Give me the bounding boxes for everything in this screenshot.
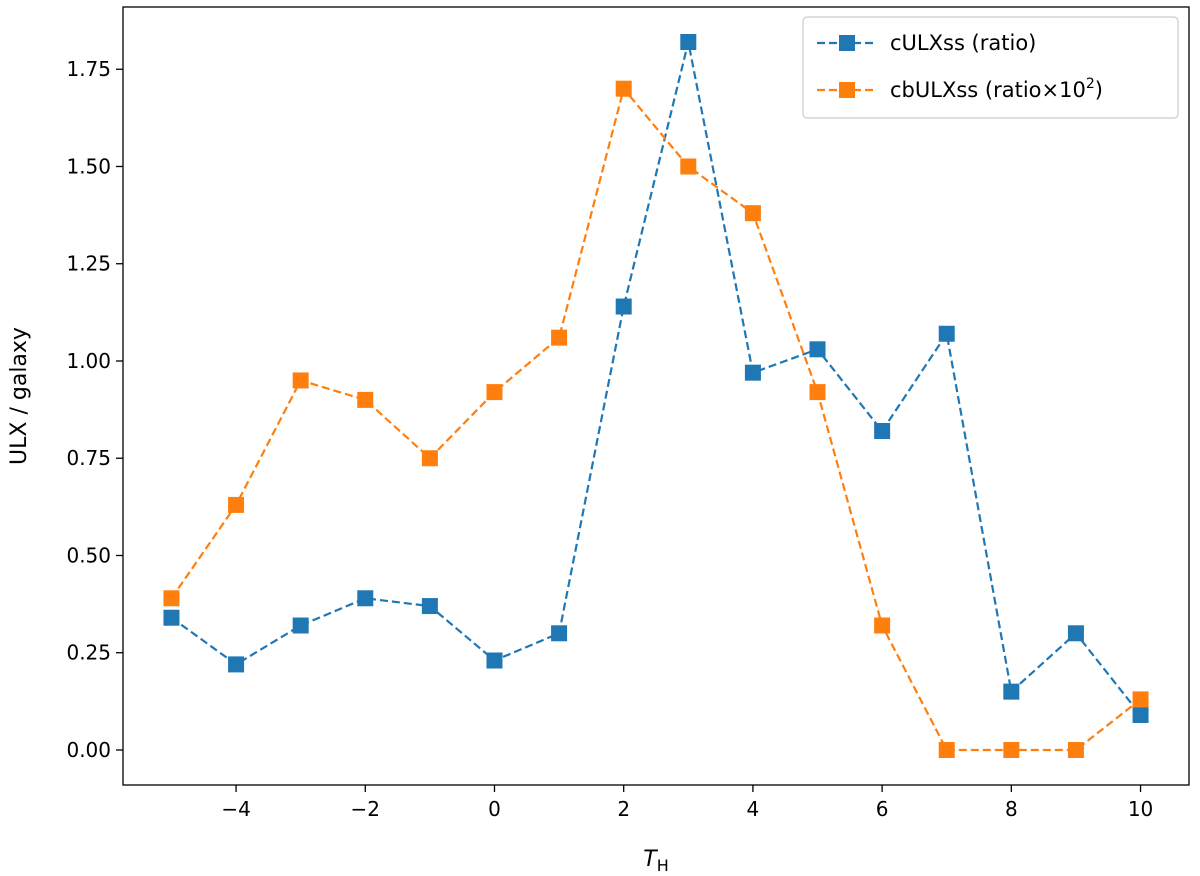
- series-line-1: [170, 86, 1142, 752]
- y-tick-label: 1.75: [66, 57, 111, 81]
- data-point: [874, 617, 891, 634]
- legend-label-1: cbULXss (ratio×102): [890, 76, 1103, 102]
- data-point: [1003, 683, 1020, 700]
- x-axis-label-main: T: [643, 847, 658, 872]
- legend-label-0: cULXss (ratio): [890, 31, 1036, 55]
- legend-entries: [817, 35, 877, 98]
- data-point: [680, 34, 697, 51]
- data-point: [809, 341, 826, 358]
- x-tick-label: 10: [1128, 797, 1153, 821]
- data-point: [615, 298, 632, 315]
- data-point: [421, 598, 438, 615]
- series-0: [163, 34, 1149, 723]
- y-axis: 0.00 0.25 0.50 0.75 1.00 1.25 1.50 1.75: [66, 57, 123, 762]
- data-point: [421, 450, 438, 467]
- x-tick-label: 2: [617, 797, 630, 821]
- data-point: [680, 158, 697, 175]
- legend-marker-1: [839, 82, 855, 98]
- plot-frame: [122, 6, 1190, 786]
- y-tick-label: 0.75: [66, 446, 111, 470]
- legend-label-1-main: cbULXss (ratio×10: [890, 78, 1086, 102]
- data-point: [292, 617, 309, 634]
- data-point: [551, 625, 568, 642]
- y-axis-label: ULX / galaxy: [7, 327, 32, 465]
- x-tick-label: −4: [221, 797, 250, 821]
- data-point: [486, 384, 503, 401]
- x-tick-label: 0: [488, 797, 501, 821]
- data-point: [1067, 741, 1084, 758]
- data-point: [809, 384, 826, 401]
- data-point: [292, 372, 309, 389]
- data-point: [228, 656, 245, 673]
- y-tick-label: 1.00: [66, 349, 111, 373]
- data-point: [744, 364, 761, 381]
- y-tick-label: 1.25: [66, 252, 111, 276]
- legend-box: [802, 16, 1179, 119]
- data-point: [163, 609, 180, 626]
- legend-label-1-superscript: 2: [1086, 76, 1095, 92]
- data-point: [938, 325, 955, 342]
- data-point: [486, 652, 503, 669]
- data-point: [1003, 741, 1020, 758]
- data-point: [357, 391, 374, 408]
- series-line-0: [170, 41, 1142, 716]
- x-axis-label-subscript: H: [657, 856, 669, 875]
- x-axis-label: TH: [643, 847, 668, 875]
- legend-marker-0: [839, 35, 855, 51]
- y-tick-label: 0.50: [66, 543, 111, 567]
- data-point: [1067, 625, 1084, 642]
- data-point: [163, 590, 180, 607]
- data-point: [938, 741, 955, 758]
- x-tick-label: 4: [747, 797, 760, 821]
- plot-area: [163, 34, 1149, 758]
- data-point: [357, 590, 374, 607]
- x-tick-label: 6: [876, 797, 889, 821]
- data-point: [874, 423, 891, 440]
- y-tick-label: 1.50: [66, 154, 111, 178]
- data-point: [615, 80, 632, 97]
- x-tick-label: −2: [351, 797, 380, 821]
- series-1: [163, 80, 1149, 758]
- data-point: [1132, 706, 1149, 723]
- x-axis: −4 −2 0 2 4 6 8 10: [221, 785, 1153, 821]
- data-point: [1132, 691, 1149, 708]
- data-point: [551, 329, 568, 346]
- x-tick-label: 8: [1005, 797, 1018, 821]
- legend: cULXss (ratio) cbULXss (ratio×102): [802, 16, 1179, 119]
- legend-label-1-suffix: ): [1095, 78, 1103, 102]
- y-tick-label: 0.25: [66, 641, 111, 665]
- data-point: [744, 205, 761, 222]
- data-point: [228, 496, 245, 513]
- y-tick-label: 0.00: [66, 738, 111, 762]
